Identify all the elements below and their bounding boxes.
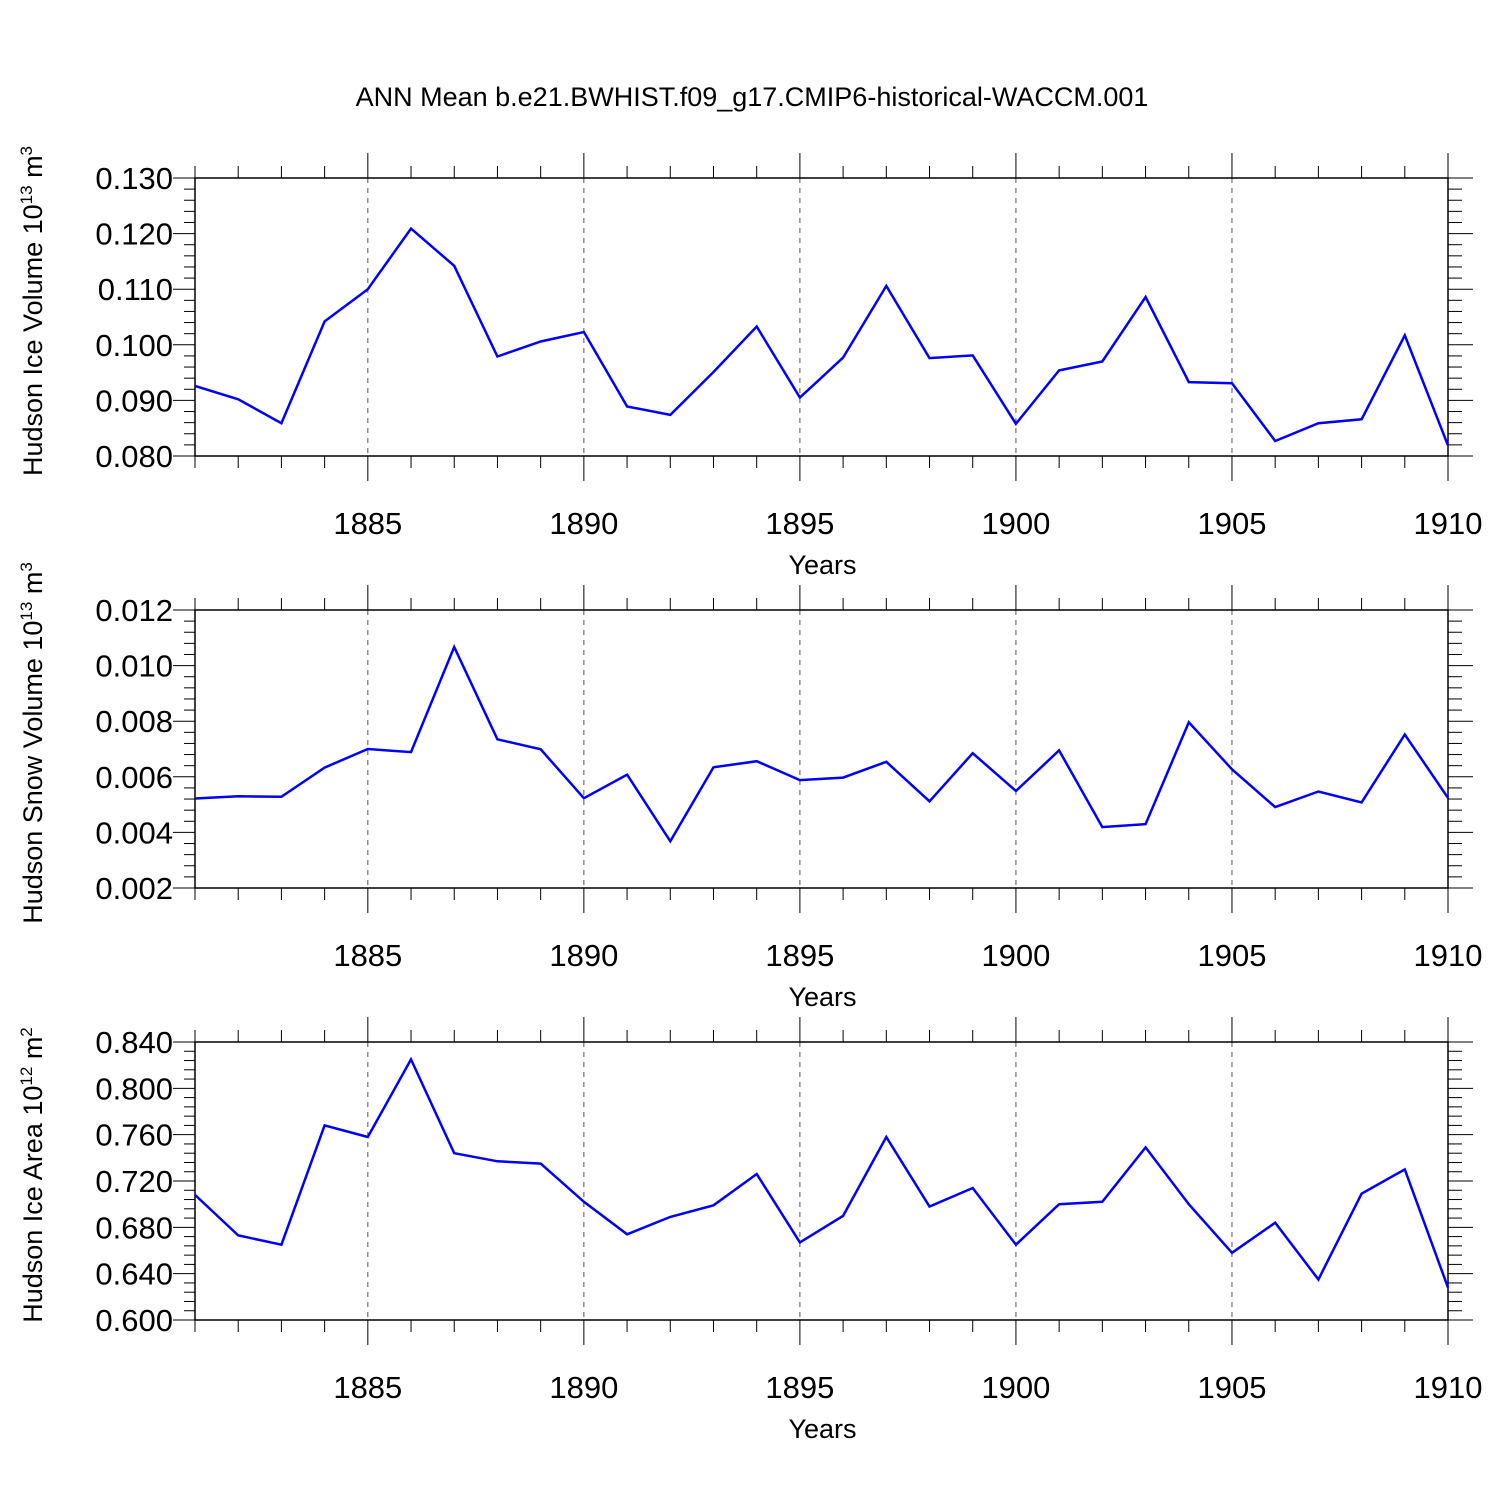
x-axis-label: Years: [788, 1414, 856, 1444]
y-tick-label: 0.720: [95, 1164, 173, 1199]
y-tick-label: 0.800: [95, 1071, 173, 1106]
x-tick-label: 1900: [981, 938, 1050, 973]
y-tick-label: 0.090: [95, 383, 173, 418]
x-tick-label: 1905: [1197, 938, 1266, 973]
x-axis-label: Years: [788, 550, 856, 580]
y-tick-label: 0.012: [95, 593, 173, 628]
x-tick-label: 1900: [981, 506, 1050, 541]
x-tick-label: 1910: [1414, 1370, 1483, 1405]
plot-frame: [194, 177, 1449, 457]
y-tick-label: 0.110: [98, 272, 173, 307]
x-axis-label: Years: [788, 982, 856, 1012]
panel-2: 0.002 0.004 0.006 0.008 0.010 0.012 1885 1890 18…: [17, 562, 1482, 1012]
x-tick-label: 1890: [549, 938, 618, 973]
y-tick-label: 0.004: [95, 815, 173, 850]
x-tick-label: 1905: [1197, 506, 1266, 541]
y-tick-label: 0.120: [95, 217, 173, 252]
x-tick-label: 1895: [765, 1370, 834, 1405]
y-tick-label: 0.680: [95, 1210, 173, 1245]
x-tick-label: 1895: [765, 506, 834, 541]
series-line: [194, 643, 1450, 844]
x-tick-label: 1885: [333, 1370, 402, 1405]
panel-1: 0.080 0.090 0.100 0.110 0.120 0.130 1885 1890 18…: [17, 146, 1482, 580]
x-tick-label: 1885: [333, 506, 402, 541]
y-tick-label: 0.840: [95, 1025, 173, 1060]
series-line: [194, 226, 1450, 446]
y-tick-label: 0.010: [95, 649, 173, 684]
x-tick-label: 1900: [981, 1370, 1050, 1405]
x-tick-label: 1910: [1414, 938, 1483, 973]
y-tick-label: 0.002: [95, 871, 173, 906]
y-tick-label: 0.640: [95, 1257, 173, 1292]
y-axis-label: Hudson Ice Volume 1013 m3: [17, 146, 48, 476]
y-tick-label: 0.130: [95, 161, 173, 196]
x-tick-label: 1885: [333, 938, 402, 973]
panel-3: 0.600 0.640 0.680 0.720 0.760 0.800 0.840 1885 1…: [17, 1017, 1482, 1444]
x-tick-label: 1895: [765, 938, 834, 973]
y-tick-label: 0.600: [95, 1303, 173, 1338]
plot-frame: [194, 1041, 1449, 1321]
y-axis-label: Hudson Snow Volume 1013 m3: [17, 562, 48, 924]
plot-frame: [194, 609, 1449, 889]
x-tick-label: 1910: [1414, 506, 1483, 541]
y-tick-label: 0.760: [95, 1118, 173, 1153]
series-line: [194, 1056, 1450, 1289]
x-tick-label: 1905: [1197, 1370, 1266, 1405]
y-tick-label: 0.008: [95, 704, 173, 739]
y-tick-label: 0.100: [95, 328, 173, 363]
y-tick-label: 0.080: [95, 439, 173, 474]
panels: 0.080 0.090 0.100 0.110 0.120 0.130 1885 1890 18…: [17, 146, 1482, 1444]
y-tick-label: 0.006: [95, 760, 173, 795]
chart-title: ANN Mean b.e21.BWHIST.f09_g17.CMIP6-hist…: [356, 82, 1149, 112]
x-tick-label: 1890: [549, 506, 618, 541]
x-tick-label: 1890: [549, 1370, 618, 1405]
y-axis-label: Hudson Ice Area 1012 m2: [17, 1027, 48, 1323]
